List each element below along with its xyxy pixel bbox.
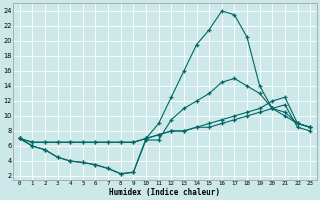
X-axis label: Humidex (Indice chaleur): Humidex (Indice chaleur)	[109, 188, 220, 197]
